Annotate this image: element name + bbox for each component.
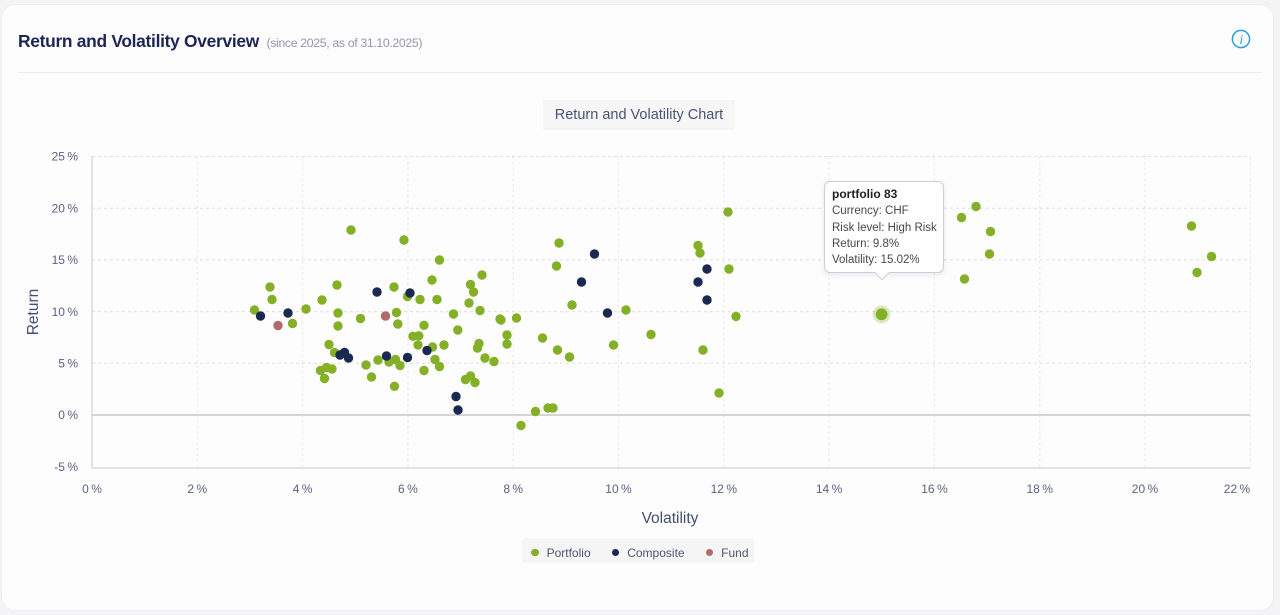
svg-text:0 %: 0 % <box>82 482 102 496</box>
svg-text:0 %: 0 % <box>58 408 78 422</box>
svg-text:8 %: 8 % <box>503 482 523 496</box>
svg-text:10 %: 10 % <box>605 482 632 496</box>
svg-text:i: i <box>1239 33 1243 48</box>
svg-text:6 %: 6 % <box>398 482 418 496</box>
svg-text:14 %: 14 % <box>816 482 843 496</box>
svg-text:12 %: 12 % <box>711 482 738 496</box>
svg-text:18 %: 18 % <box>1026 482 1053 496</box>
svg-text:5 %: 5 % <box>58 357 78 371</box>
svg-text:4 %: 4 % <box>293 482 313 496</box>
svg-text:-5 %: -5 % <box>54 460 78 474</box>
svg-text:25 %: 25 % <box>52 150 79 164</box>
svg-text:10 %: 10 % <box>52 305 79 319</box>
svg-text:20 %: 20 % <box>52 201 79 215</box>
svg-text:Volatility: Volatility <box>642 510 699 527</box>
svg-text:15 %: 15 % <box>52 253 79 267</box>
svg-text:20 %: 20 % <box>1132 482 1159 496</box>
svg-text:2 %: 2 % <box>187 482 207 496</box>
svg-text:Return: Return <box>25 289 42 336</box>
svg-text:16 %: 16 % <box>921 482 948 496</box>
svg-text:22 %: 22 % <box>1224 482 1251 496</box>
